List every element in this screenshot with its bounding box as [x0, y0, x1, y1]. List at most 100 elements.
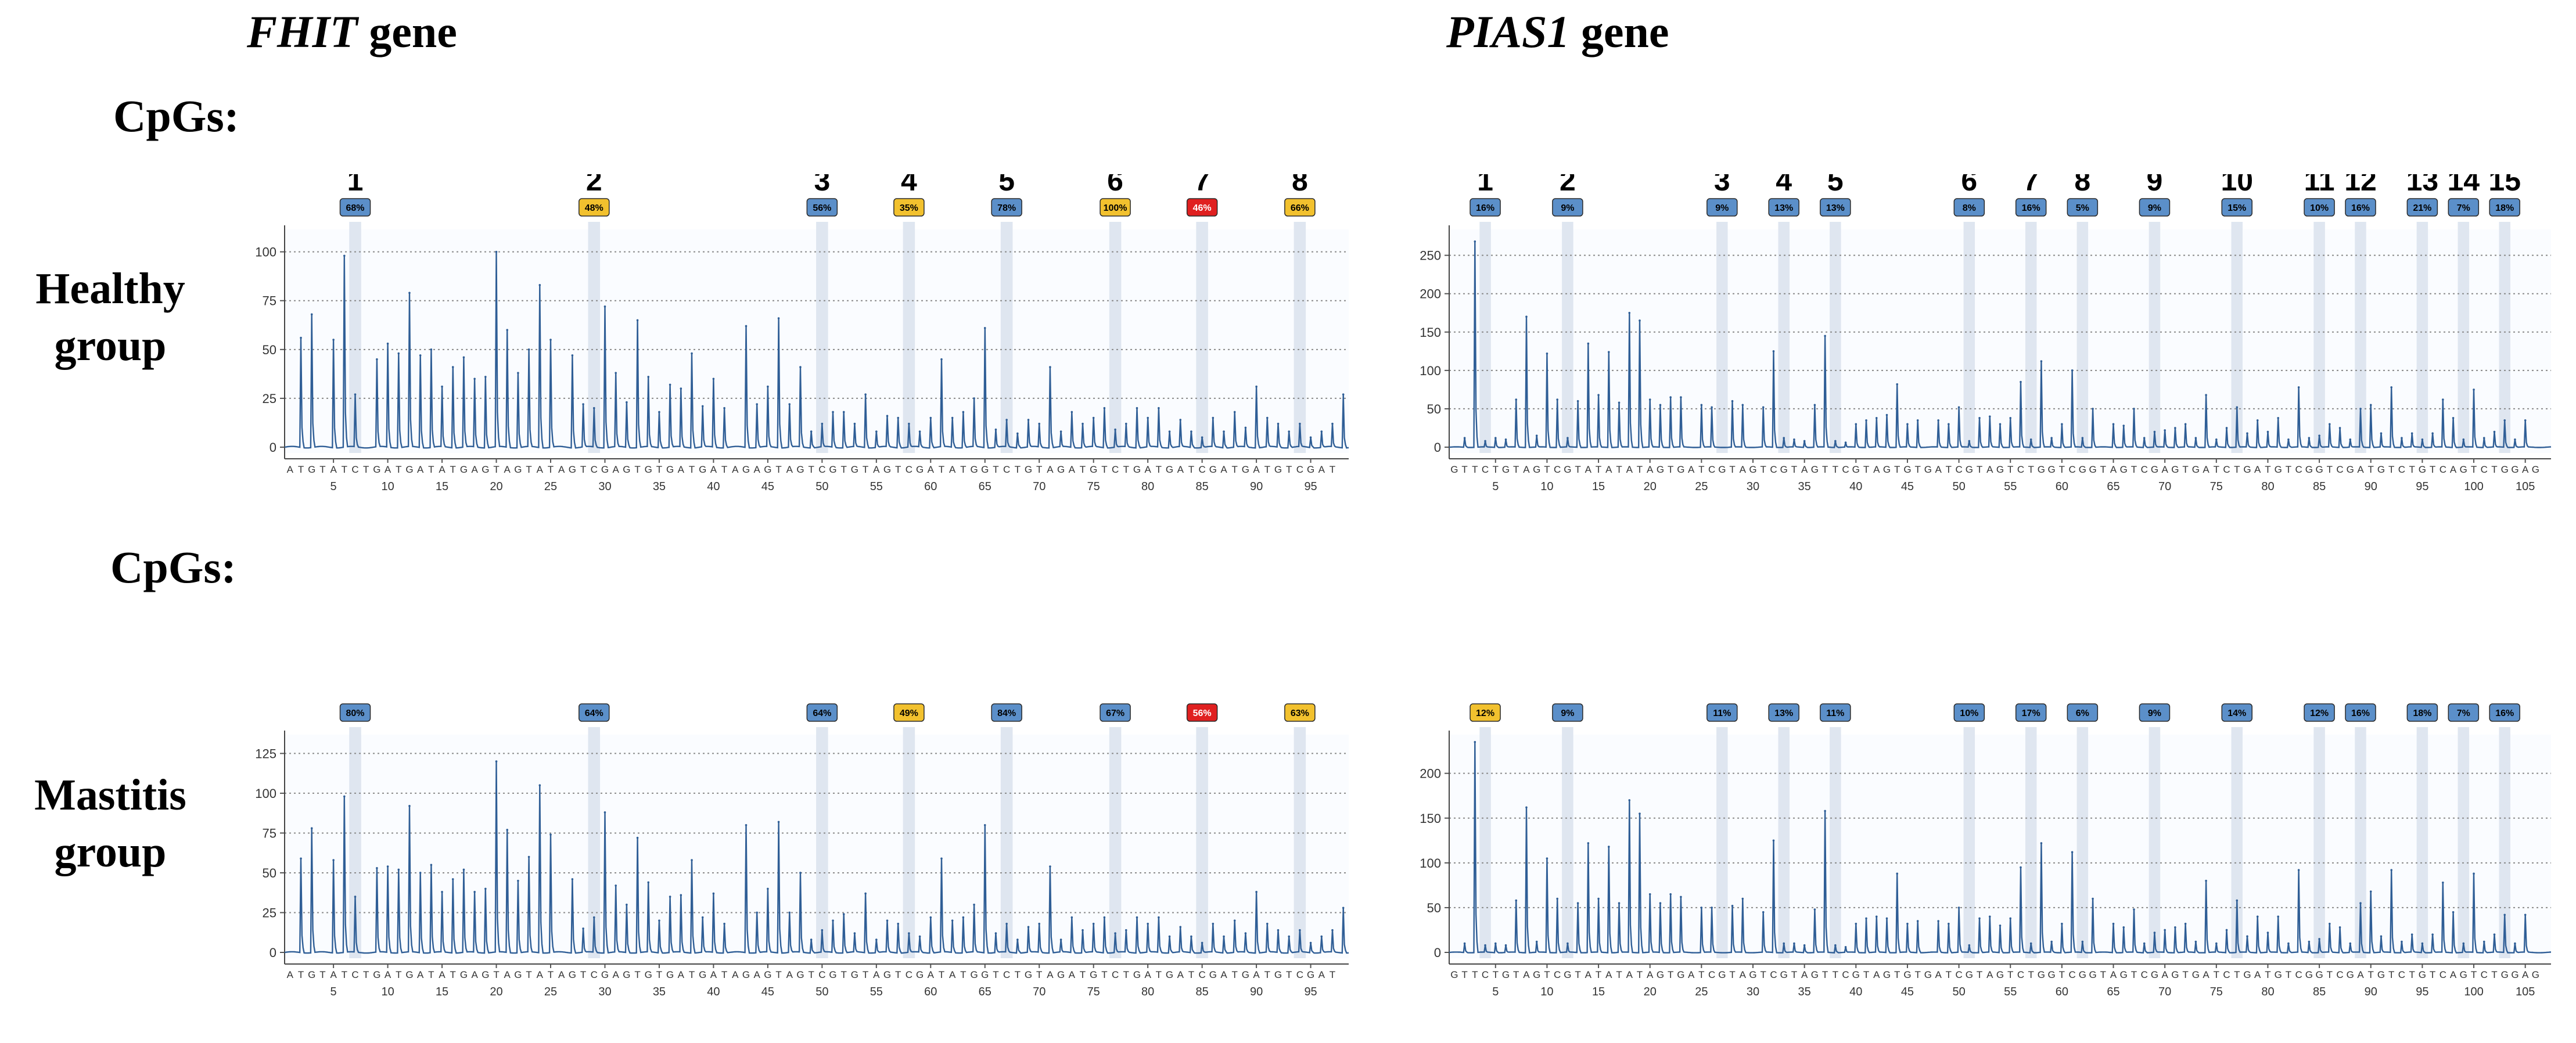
sequence-letter: G [2501, 464, 2509, 475]
peak-point-12 [1576, 902, 1579, 905]
x-tick-label-55: 55 [870, 986, 883, 998]
peak-point-38 [745, 325, 748, 328]
sequence-letter: T [808, 464, 814, 475]
peak-point-59 [973, 903, 975, 906]
cpg-badge-14: 7% [2448, 198, 2480, 217]
x-tick-label-25: 25 [1695, 986, 1708, 998]
peak-point-98 [2514, 942, 2516, 945]
peak-point-62 [1005, 922, 1008, 925]
peak-point-58 [962, 411, 965, 413]
sequence-letter: A [612, 464, 619, 475]
cpg-number-8: 8 [2074, 174, 2090, 197]
x-tick-label-50: 50 [815, 986, 828, 998]
sequence-letter: T [1080, 464, 1086, 475]
cpg-band-11 [2313, 222, 2325, 453]
peak-point-21 [1669, 893, 1672, 895]
peak-point-19 [1648, 398, 1651, 401]
sequence-letter: A [928, 464, 935, 475]
x-tick-label-50: 50 [1952, 480, 1965, 493]
peak-point-44 [1948, 423, 1950, 426]
sequence-letter: G [1811, 969, 1819, 980]
sequence-letter: T [428, 464, 434, 475]
sequence-letter: C [2295, 969, 2302, 980]
x-tick-label-90: 90 [1250, 986, 1263, 998]
sequence-letter: T [2491, 464, 2497, 475]
cpg-badge-4: 35% [893, 198, 925, 217]
sequence-letter: T [1101, 969, 1107, 980]
peak-point-81 [1212, 416, 1215, 419]
sequence-letter: C [1198, 969, 1205, 980]
peak-point-75 [1147, 922, 1149, 925]
peak-point-9 [1546, 857, 1549, 859]
cpg-band-8 [1294, 222, 1306, 453]
sequence-letter: T [2234, 969, 2240, 980]
cpg-badge-5: 13% [1820, 198, 1851, 217]
sequence-letter: G [2315, 464, 2323, 475]
peak-point-82 [2349, 942, 2352, 945]
cpg-badge-13: 18% [2406, 703, 2438, 722]
peak-point-57 [951, 919, 954, 922]
sequence-letter: G [1209, 969, 1217, 980]
peak-point-60 [2122, 425, 2125, 427]
peak-point-82 [1223, 935, 1225, 938]
sequence-letter: A [471, 969, 478, 980]
sequence-letter: G [764, 464, 771, 475]
peak-point-41 [1906, 423, 1909, 426]
sequence-letter: T [1791, 464, 1797, 475]
sequence-letter: T [1493, 969, 1499, 980]
peak-point-74 [1136, 916, 1138, 919]
sequence-letter: C [1003, 464, 1010, 475]
sequence-letter: G [2532, 464, 2539, 475]
cpg-badge-7: 16% [2015, 198, 2047, 217]
cpg-badge-value: 14% [2227, 708, 2246, 718]
cpg-badge-value: 66% [1291, 203, 1309, 213]
peak-point-13 [1587, 842, 1590, 844]
sequence-letter: A [287, 969, 294, 980]
cpg-number-9: 9 [2147, 174, 2163, 197]
sequence-letter: G [1090, 464, 1097, 475]
peak-point-93 [1342, 907, 1345, 909]
sequence-letter: C [1708, 464, 1715, 475]
sequence-letter: T [1472, 464, 1478, 475]
sequence-letter: T [1544, 464, 1550, 475]
sequence-letter: T [2409, 969, 2415, 980]
cpg-band-14 [2458, 727, 2470, 958]
cpg-badge-value: 15% [2227, 203, 2246, 213]
sequence-letter: A [2450, 464, 2457, 475]
peak-point-46 [1968, 944, 1971, 947]
cpg-badge-box [2067, 198, 2099, 217]
sequence-letter: T [2059, 464, 2065, 475]
x-tick-label-40: 40 [1849, 480, 1862, 493]
peak-point-17 [1628, 311, 1631, 314]
peak-point-2 [1474, 240, 1476, 243]
y-tick-label-150: 150 [1420, 325, 1441, 340]
cpg-number-3: 3 [1714, 174, 1730, 197]
peak-point-62 [1005, 419, 1008, 421]
sequence-letter: A [2357, 969, 2364, 980]
x-tick-label-30: 30 [598, 986, 611, 998]
peak-point-43 [799, 366, 802, 368]
peak-point-46 [1968, 440, 1971, 443]
peak-point-37 [723, 407, 725, 409]
sequence-letter: A [2110, 969, 2117, 980]
x-tick-label-35: 35 [1798, 986, 1811, 998]
cpg-badge-3: 64% [806, 703, 838, 722]
peak-point-24 [582, 403, 584, 405]
peak-point-26 [1741, 897, 1744, 900]
cpg-badge-10: 15% [2221, 198, 2253, 217]
sequence-letter: G [1677, 969, 1684, 980]
peak-point-92 [1331, 422, 1334, 425]
sequence-letter: C [1955, 464, 1962, 475]
cpg-band-4 [1778, 727, 1790, 958]
cpg-badge-value: 9% [2148, 708, 2161, 718]
cpg-badge-5: 11% [1820, 703, 1851, 722]
x-tick-label-5: 5 [330, 986, 337, 998]
sequence-letter: G [1564, 464, 1571, 475]
sequence-letter: G [829, 969, 836, 980]
peak-point-27 [1762, 911, 1765, 913]
peak-point-35 [701, 916, 704, 919]
peak-point-90 [2431, 933, 2434, 936]
x-tick-label-35: 35 [653, 480, 666, 493]
cpg-band-7 [2025, 727, 2037, 958]
